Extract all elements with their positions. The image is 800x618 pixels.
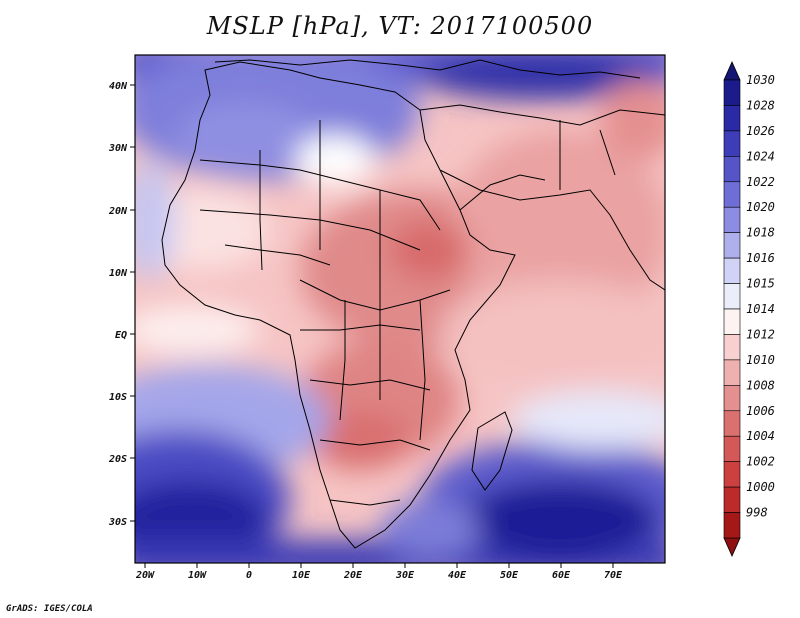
map-title: MSLP [hPa], VT: 2017100500: [206, 12, 594, 40]
y-tick-label: 20S: [108, 454, 127, 465]
colorbar-swatch: [723, 181, 741, 208]
x-tick-label: 20E: [343, 570, 363, 581]
colorbar-swatch: [723, 435, 741, 462]
colorbar-swatch: [723, 105, 741, 132]
colorbar-swatch: [723, 130, 741, 157]
colorbar-label: 1002: [746, 455, 775, 469]
colorbar-label: 1006: [746, 404, 775, 418]
colorbar-swatch: [723, 232, 741, 259]
colorbar-swatch: [723, 359, 741, 386]
colorbar-label: 1015: [746, 277, 775, 291]
colorbar-swatch: [723, 257, 741, 284]
pressure-field: [135, 55, 665, 563]
colorbar-label: 1028: [746, 98, 775, 112]
colorbar-label: 1004: [746, 429, 775, 443]
y-tick-label: 40N: [109, 81, 128, 92]
y-tick-label: 20N: [108, 206, 128, 217]
colorbar-swatch: [723, 512, 741, 539]
plot-frame: [134, 54, 666, 564]
colorbar-swatch: [723, 410, 741, 437]
colorbar: 1030 1028 1026 1024 1022 1020 1018 1016 1015 1014…: [723, 61, 775, 557]
colorbar-swatch: [723, 283, 741, 310]
x-tick-label: 10E: [292, 570, 311, 581]
x-tick-label: 60E: [552, 570, 571, 581]
x-tick-label: 0: [246, 570, 252, 581]
colorbar-swatch: [723, 79, 741, 106]
colorbar-swatch: [723, 486, 741, 513]
colorbar-swatch: [723, 334, 741, 361]
x-tick-label: 20W: [135, 570, 155, 581]
colorbar-bottom-arrow: [723, 537, 741, 557]
x-tick-label: 70E: [604, 570, 623, 581]
colorbar-label: 1026: [746, 124, 775, 138]
y-axis: 40N 30N 20N 10N EQ 10S 20S 30S: [108, 81, 135, 528]
colorbar-label: 1012: [746, 327, 775, 341]
colorbar-label: 1022: [746, 175, 775, 189]
colorbar-swatch: [723, 461, 741, 488]
colorbar-label: 1008: [746, 378, 775, 392]
x-tick-label: 10W: [188, 570, 207, 581]
credit-text: GrADS: IGES/COLA: [6, 604, 93, 614]
coastlines: [161, 59, 665, 549]
colorbar-label: 998: [746, 506, 768, 520]
colorbar-swatch: [723, 206, 741, 233]
colorbar-label: 1020: [746, 200, 775, 214]
x-tick-label: 50E: [500, 570, 519, 581]
y-tick-label: EQ: [115, 330, 127, 341]
colorbar-swatch: [723, 385, 741, 412]
x-tick-label: 30E: [395, 570, 415, 581]
colorbar-label: 1000: [746, 480, 775, 494]
colorbar-top-arrow: [723, 61, 741, 81]
colorbar-label: 1030: [746, 73, 775, 87]
x-tick-label: 40E: [448, 570, 467, 581]
y-tick-label: 10S: [109, 392, 127, 403]
colorbar-swatch: [723, 308, 741, 335]
colorbar-label: 1016: [746, 251, 775, 265]
y-tick-label: 10N: [109, 268, 128, 279]
y-tick-label: 30S: [108, 517, 127, 528]
colorbar-label: 1010: [746, 353, 775, 367]
colorbar-swatch: [723, 156, 741, 183]
colorbar-label: 1018: [746, 226, 775, 240]
x-axis: 20W 10W 0 10E 20E 30E 40E 50E 60E 70E: [135, 563, 623, 581]
y-tick-label: 30N: [108, 143, 128, 154]
colorbar-label: 1024: [746, 149, 775, 163]
colorbar-label: 1014: [746, 302, 775, 316]
